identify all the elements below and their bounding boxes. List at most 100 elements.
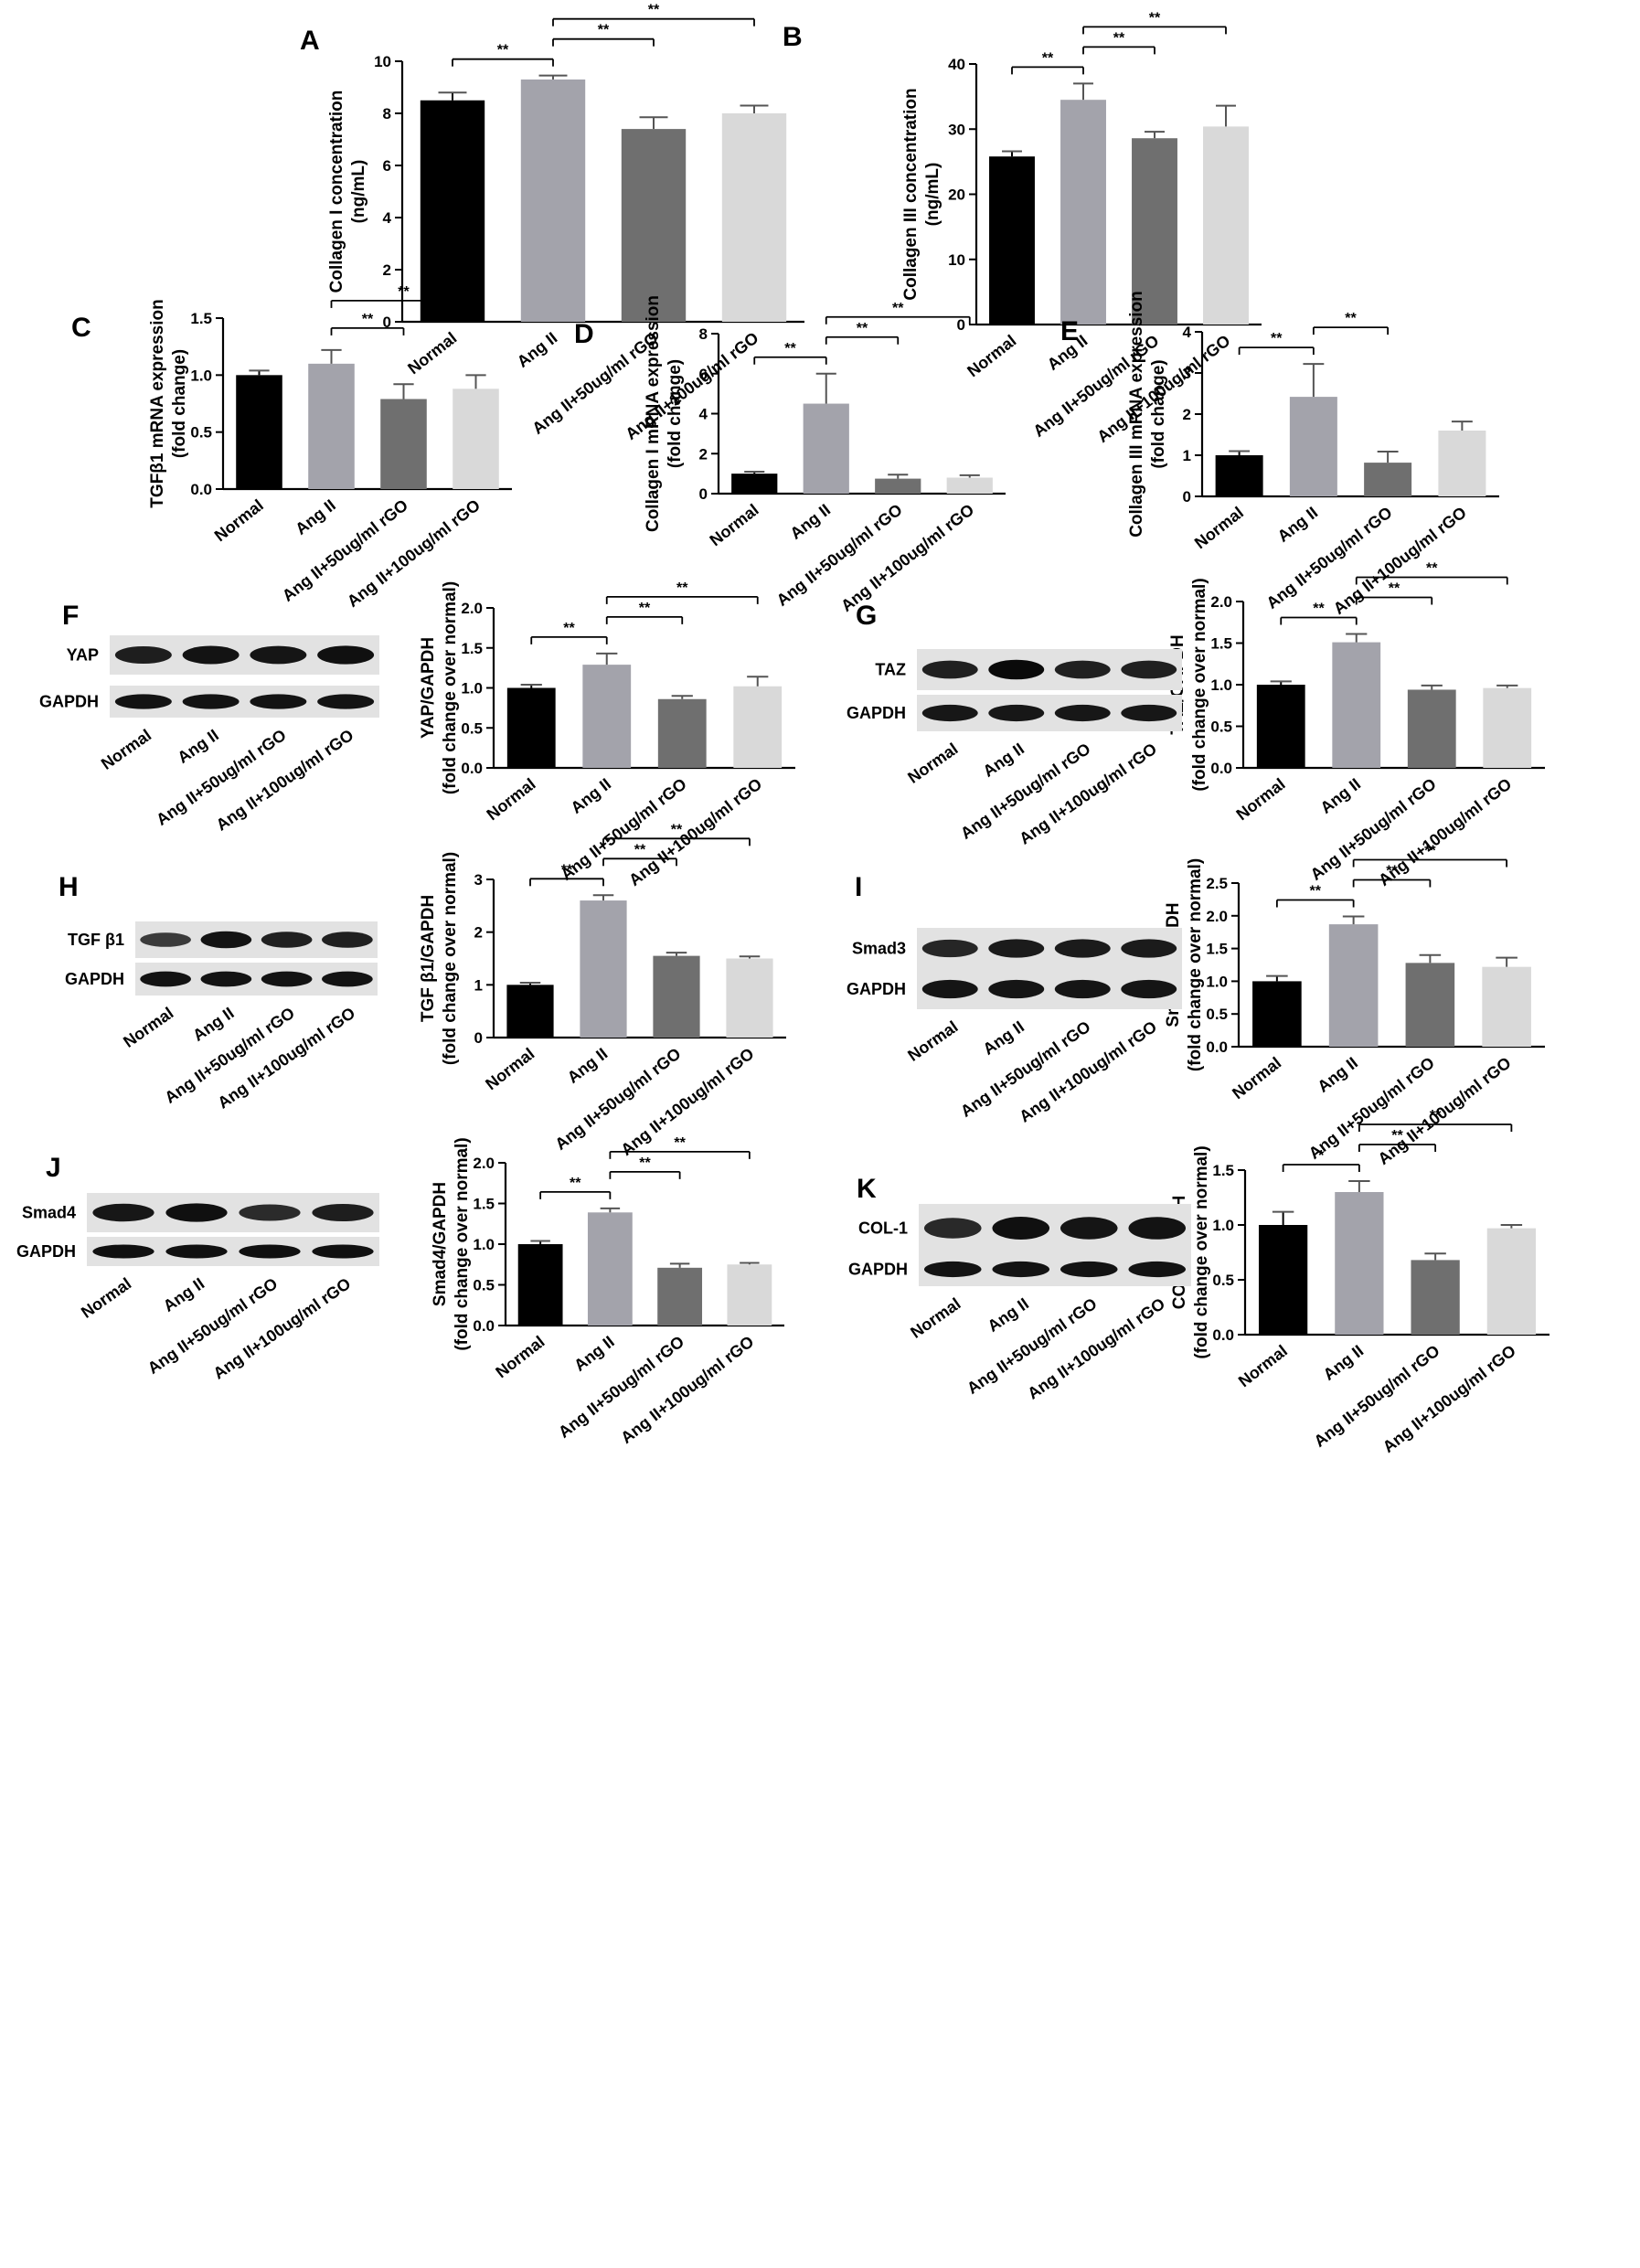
y-tick-label: 2 bbox=[699, 445, 708, 463]
blot-band bbox=[165, 1244, 228, 1259]
blot-band bbox=[988, 704, 1045, 722]
y-tick-label: 1.0 bbox=[473, 1236, 495, 1253]
panel-letter: H bbox=[59, 872, 79, 902]
bar-ang-ii-100-rgo bbox=[721, 113, 787, 322]
significance-label: ** bbox=[398, 284, 410, 300]
bar-normal bbox=[506, 687, 556, 768]
y-tick-label: 40 bbox=[948, 56, 965, 73]
blot-band bbox=[92, 1244, 154, 1259]
bar-ang-ii-50-rgo bbox=[380, 399, 427, 489]
x-tick-label: Ang II+100ug/ml rGO bbox=[625, 774, 765, 889]
significance-label: ** bbox=[784, 341, 796, 357]
significance-label: ** bbox=[563, 621, 575, 636]
blot-band bbox=[1128, 1261, 1187, 1278]
x-tick-label: Ang II bbox=[514, 328, 561, 371]
significance-label: ** bbox=[497, 43, 509, 59]
blot-band bbox=[923, 1261, 982, 1278]
bar-ang-ii-100-rgo bbox=[727, 1264, 772, 1326]
blot-loading-control-label: GAPDH bbox=[847, 704, 906, 722]
blot-lane-label: Normal bbox=[907, 1294, 964, 1342]
x-tick-label: Ang II+100ug/ml rGO bbox=[617, 1332, 757, 1447]
blot-protein-label: YAP bbox=[67, 646, 99, 665]
blot-band bbox=[261, 932, 313, 948]
significance-label: ** bbox=[1149, 10, 1161, 26]
bar-ang-ii bbox=[1332, 642, 1381, 768]
y-tick-label: 0.5 bbox=[1206, 1006, 1228, 1023]
bar-ang-ii-100-rgo bbox=[733, 686, 783, 768]
y-tick-label: 0.0 bbox=[473, 1317, 495, 1335]
significance-label: ** bbox=[639, 1155, 651, 1171]
y-tick-label: 0 bbox=[383, 314, 391, 331]
blot-lane-label: Ang II bbox=[174, 726, 221, 767]
y-axis-label-line: (fold change) bbox=[1149, 359, 1168, 468]
bar-ang-ii-50-rgo bbox=[653, 955, 700, 1038]
y-tick-label: 1.0 bbox=[1206, 973, 1228, 990]
x-tick-label: Ang II+100ug/ml rGO bbox=[1375, 1053, 1515, 1168]
blot-protein-label: COL-1 bbox=[858, 1219, 908, 1238]
significance-label: ** bbox=[639, 601, 651, 616]
y-tick-label: 2.0 bbox=[1210, 593, 1232, 611]
blot-band bbox=[1054, 660, 1111, 679]
bar-ang-ii-100-rgo bbox=[726, 958, 773, 1038]
blot-protein-label: Smad3 bbox=[852, 940, 906, 958]
blot-lane-label: Ang II bbox=[980, 1017, 1028, 1059]
x-tick-label: Normal bbox=[404, 328, 460, 378]
significance-label: ** bbox=[1113, 30, 1125, 46]
blot-lane-label: Normal bbox=[904, 1017, 961, 1065]
blot-band bbox=[992, 1261, 1050, 1278]
blot-band bbox=[250, 645, 307, 665]
panel-letter: D bbox=[574, 319, 594, 349]
blot-band bbox=[921, 660, 978, 679]
bar-ang-ii bbox=[1289, 397, 1337, 496]
significance-label: ** bbox=[561, 862, 573, 878]
y-tick-label: 0.5 bbox=[1212, 1272, 1234, 1289]
y-tick-label: 0.5 bbox=[1210, 719, 1232, 736]
x-tick-label: Ang II bbox=[786, 500, 834, 543]
y-tick-label: 6 bbox=[383, 157, 391, 175]
blot-protein-label: Smad4 bbox=[22, 1204, 76, 1222]
panel-g: G0.00.51.01.52.0TAZ/GAPDH(fold change ov… bbox=[847, 560, 1545, 889]
x-tick-label: Normal bbox=[1229, 1053, 1284, 1102]
blot-band bbox=[312, 1244, 374, 1259]
y-tick-label: 0 bbox=[957, 316, 965, 334]
bar-ang-ii-100-rgo bbox=[946, 477, 993, 494]
significance-label: ** bbox=[1430, 1108, 1442, 1123]
blot-band bbox=[923, 1218, 982, 1239]
x-tick-label: Ang II bbox=[1314, 1053, 1361, 1096]
y-axis-label-line: (fold change) bbox=[170, 349, 189, 458]
bar-ang-ii-100-rgo bbox=[1438, 431, 1486, 496]
panel-k: K0.00.51.01.5COL1/GAPDH(fold change over… bbox=[848, 1108, 1549, 1456]
bar-ang-ii-100-rgo bbox=[1482, 966, 1531, 1047]
y-axis-label-line: (fold change over normal) bbox=[1186, 858, 1205, 1071]
y-axis-label: Collagen III concentration (ng/mL) bbox=[901, 88, 942, 300]
bar-normal bbox=[236, 375, 282, 489]
x-tick-label: Ang II bbox=[1316, 774, 1364, 817]
blot-band bbox=[92, 1203, 154, 1222]
bar-ang-ii bbox=[803, 403, 849, 494]
y-tick-label: 2 bbox=[474, 924, 483, 942]
y-tick-label: 1.5 bbox=[461, 640, 483, 657]
significance-label: ** bbox=[1271, 331, 1283, 346]
y-tick-label: 3 bbox=[1183, 365, 1191, 382]
blot-band bbox=[322, 971, 373, 987]
bar-ang-ii-50-rgo bbox=[1407, 689, 1456, 768]
x-tick-label: Ang II+100ug/ml rGO bbox=[344, 495, 484, 611]
bar-normal bbox=[1258, 1225, 1308, 1335]
significance-label: ** bbox=[1391, 1128, 1403, 1144]
y-tick-label: 30 bbox=[948, 121, 965, 138]
blot-band bbox=[921, 939, 978, 958]
blot-band bbox=[1128, 1217, 1187, 1240]
blot-loading-control-label: GAPDH bbox=[39, 693, 99, 711]
y-tick-label: 1.5 bbox=[473, 1196, 495, 1213]
y-tick-label: 1.0 bbox=[1212, 1217, 1234, 1234]
significance-label: ** bbox=[1313, 601, 1325, 616]
y-tick-label: 4 bbox=[1183, 324, 1192, 341]
y-tick-label: 4 bbox=[699, 406, 708, 423]
blot-band bbox=[250, 694, 307, 709]
blot-band bbox=[200, 931, 252, 949]
bar-ang-ii bbox=[308, 363, 355, 489]
significance-label: ** bbox=[1345, 311, 1357, 326]
x-tick-label: Ang II+100ug/ml rGO bbox=[1330, 503, 1470, 618]
